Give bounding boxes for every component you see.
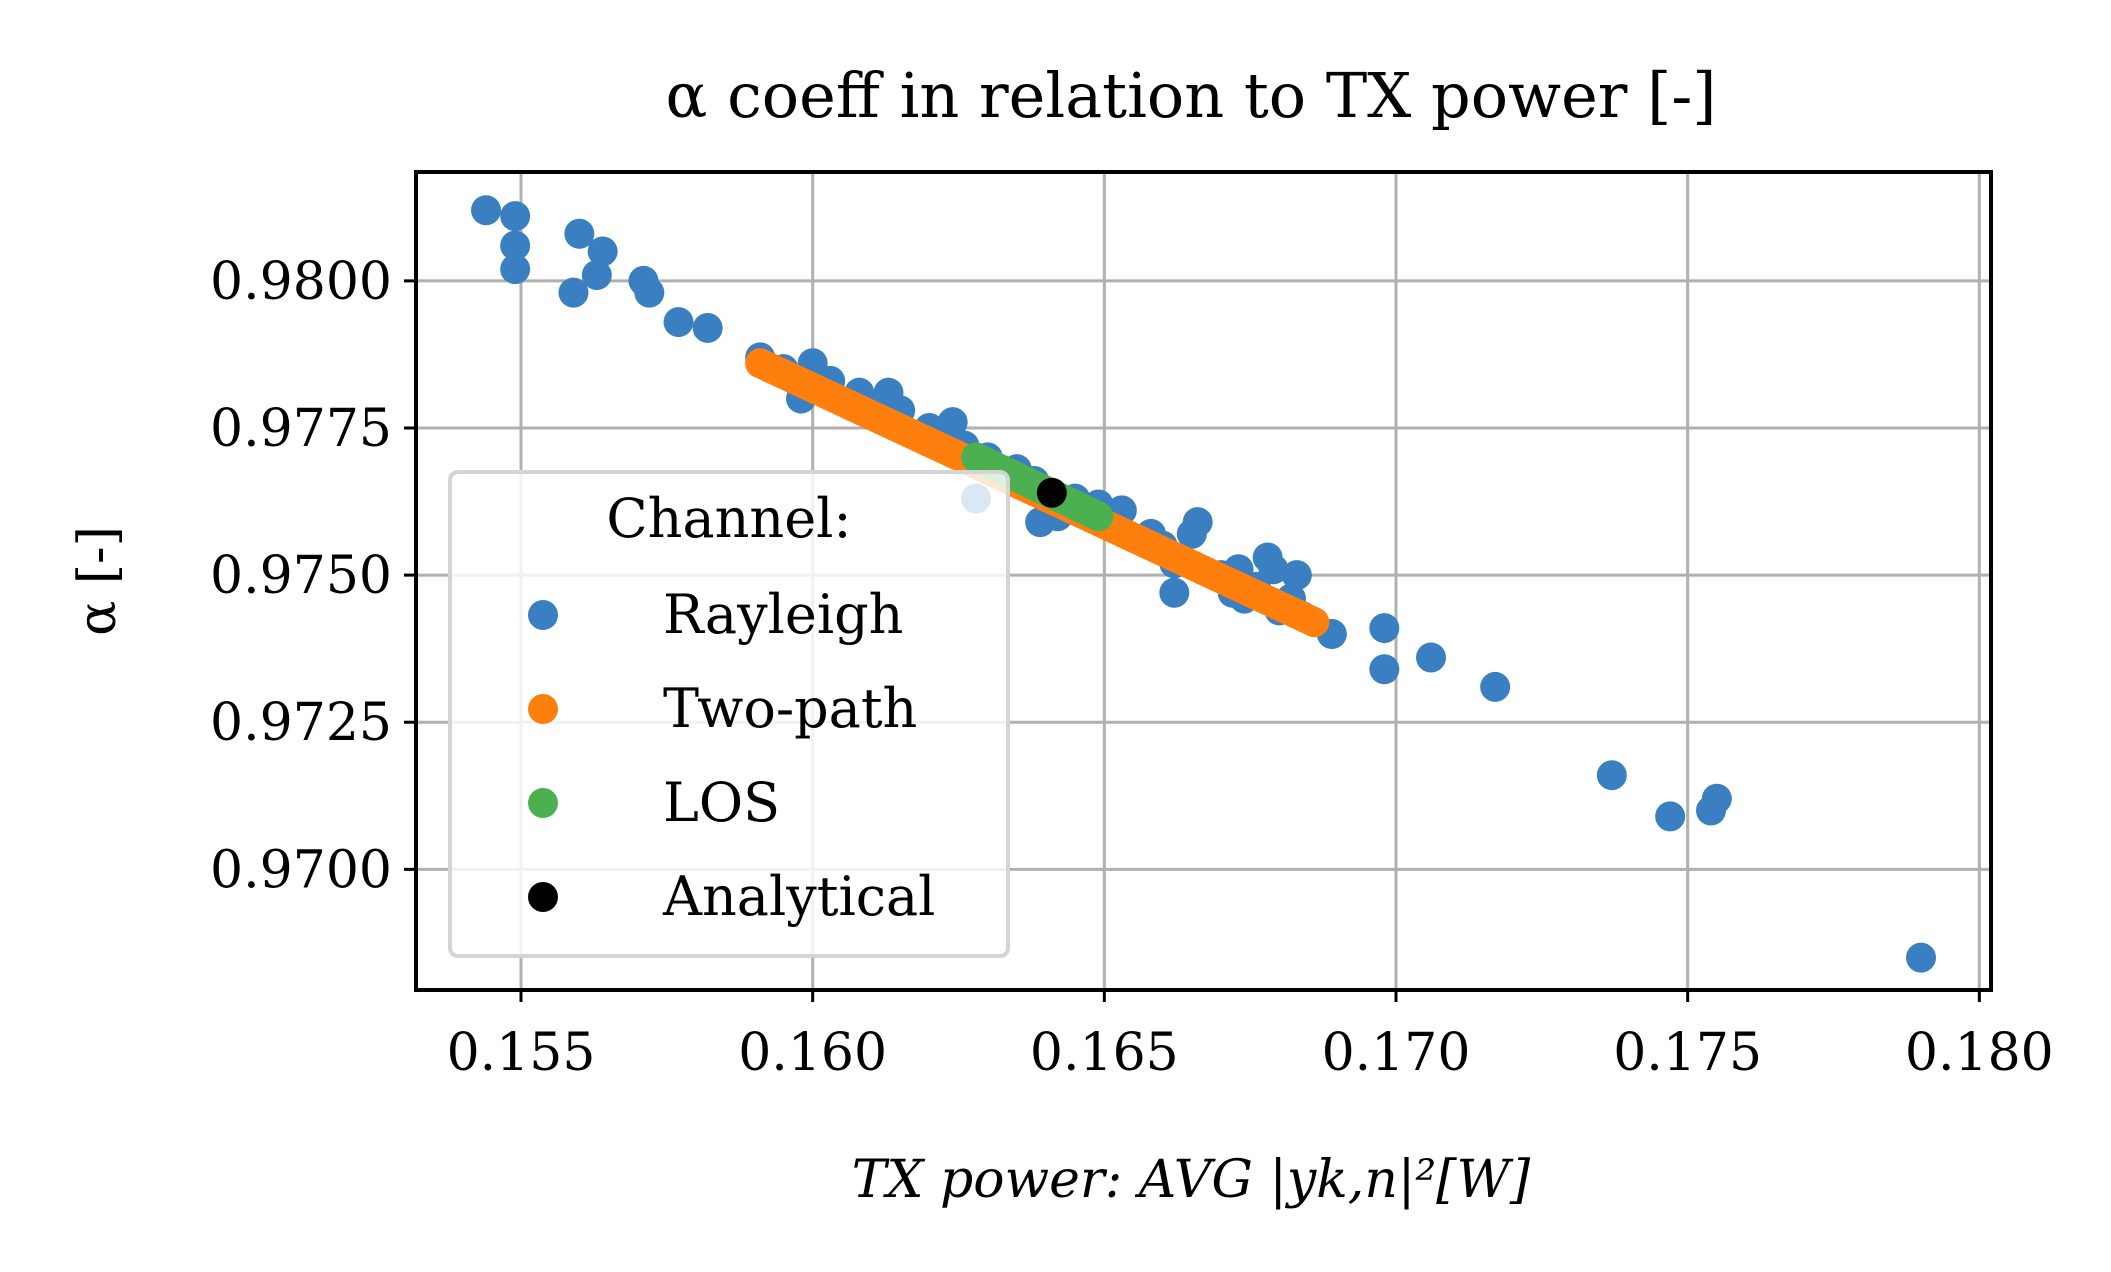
point-rayleigh — [1416, 642, 1446, 673]
point-rayleigh — [500, 254, 531, 285]
point-rayleigh — [1655, 801, 1686, 832]
legend-title: Channel: — [606, 487, 851, 550]
point-rayleigh — [1182, 507, 1213, 538]
y-axis-label: α [-] — [68, 526, 128, 636]
legend-marker-analytical — [528, 882, 558, 912]
legend-label-rayleigh: Rayleigh — [663, 583, 903, 646]
point-rayleigh — [1369, 654, 1400, 685]
legend-entries: Rayleigh Two-path LOS Analytical — [528, 583, 935, 928]
legend-label-los: LOS — [663, 771, 780, 834]
x-tick-label: 0.155 — [447, 1023, 596, 1083]
point-rayleigh — [581, 259, 612, 290]
point-rayleigh — [663, 307, 694, 338]
point-rayleigh — [558, 277, 589, 308]
y-tick-label: 0.9700 — [210, 840, 392, 900]
x-axis: 0.155 0.160 0.165 0.170 0.175 0.180 — [447, 990, 2054, 1083]
legend-label-two-path: Two-path — [663, 677, 917, 740]
point-rayleigh — [937, 407, 968, 438]
legend-marker-two-path — [528, 694, 558, 724]
legend-box — [448, 470, 1010, 958]
point-rayleigh — [692, 312, 723, 343]
y-tick-label: 0.9800 — [210, 252, 392, 312]
legend-label-analytical: Analytical — [662, 865, 935, 928]
x-tick-label: 0.180 — [1905, 1023, 2054, 1083]
x-tick-label: 0.160 — [738, 1023, 887, 1083]
legend-marker-los — [528, 788, 558, 818]
point-rayleigh — [564, 218, 595, 249]
x-tick-label: 0.170 — [1322, 1023, 1471, 1083]
point-two-path — [1299, 607, 1330, 638]
y-axis: 0.9700 0.9725 0.9750 0.9775 0.9800 — [210, 252, 416, 900]
point-rayleigh — [587, 236, 618, 267]
y-tick-label: 0.9725 — [210, 693, 392, 753]
chart-title: α coeff in relation to TX power [-] — [666, 59, 1717, 132]
plot-points — [471, 195, 1936, 973]
x-axis-label: TX power: AVG |yk,n|²[W] — [852, 1150, 1531, 1210]
point-rayleigh — [1281, 560, 1312, 591]
point-rayleigh — [1701, 783, 1732, 814]
point-los — [1083, 501, 1114, 532]
point-rayleigh — [1258, 554, 1289, 585]
x-tick-label: 0.175 — [1613, 1023, 1762, 1083]
point-rayleigh — [1480, 671, 1511, 702]
point-analytical — [1036, 477, 1067, 508]
legend-marker-rayleigh — [528, 600, 558, 630]
point-rayleigh — [500, 230, 531, 261]
point-rayleigh — [1159, 577, 1190, 608]
point-rayleigh — [1596, 760, 1627, 791]
plot-frame — [414, 170, 1993, 992]
point-rayleigh — [471, 195, 501, 226]
y-tick-label: 0.9775 — [210, 399, 392, 459]
point-rayleigh — [1369, 613, 1400, 644]
point-rayleigh — [500, 201, 531, 232]
point-rayleigh — [1906, 942, 1936, 973]
point-rayleigh — [634, 277, 665, 308]
y-tick-label: 0.9750 — [210, 546, 392, 606]
legend: Channel: Rayleigh Two-path LOS Analytical — [448, 470, 1010, 958]
x-tick-label: 0.165 — [1030, 1023, 1179, 1083]
